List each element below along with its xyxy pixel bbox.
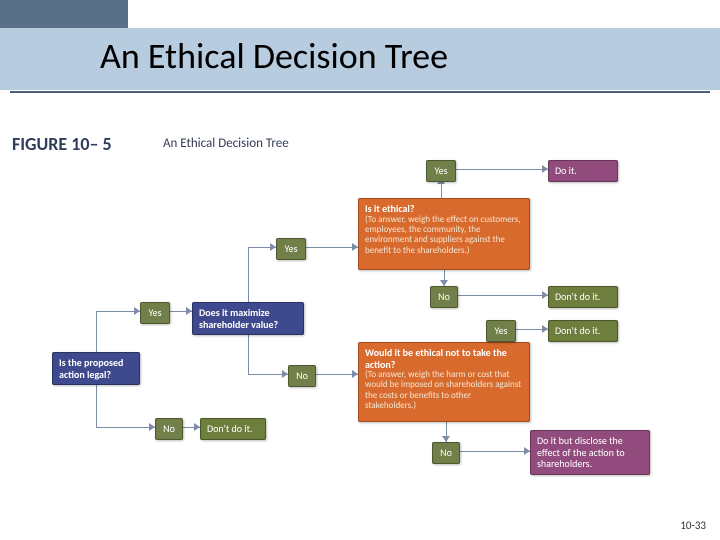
flowchart-node-maxval_yes: Yes	[276, 238, 306, 260]
flowchart-node-eth2_yes: Yes	[486, 320, 516, 342]
header-corner	[0, 0, 128, 28]
flowchart-node-maxval_no: No	[288, 365, 316, 387]
header-divider	[10, 91, 710, 93]
figure-caption: An Ethical Decision Tree	[163, 136, 289, 151]
flowchart-node-disclose: Do it but disclose the effect of the act…	[530, 430, 650, 475]
flowchart-node-dont2: Don't do it.	[548, 286, 618, 308]
flowchart-node-maxval: Does it maximize shareholder value?	[192, 302, 304, 335]
flowchart-node-dont1: Don't do it.	[200, 418, 266, 440]
flowchart-node-legal: Is the proposed action legal?	[52, 352, 140, 385]
page-number: 10-33	[680, 519, 706, 532]
flowchart-node-legal_no: No	[155, 418, 183, 440]
decision-tree-chart: Is the proposed action legal? Yes No Don't …	[40, 150, 700, 510]
flowchart-node-doit: Do it.	[548, 160, 618, 182]
flowchart-node-dont3: Don't do it.	[548, 320, 618, 342]
flowchart-node-eth1_no: No	[430, 286, 458, 308]
page-title: An Ethical Decision Tree	[100, 34, 448, 78]
flowchart-node-eth2_no: No	[432, 442, 460, 464]
flowchart-node-legal_yes: Yes	[140, 302, 170, 324]
flowchart-node-ethical2: Would it be ethical not to take the acti…	[358, 342, 530, 422]
flowchart-node-ethical1: Is it ethical?(To answer, weigh the effe…	[358, 198, 530, 270]
flowchart-node-eth1_yes: Yes	[426, 160, 456, 182]
